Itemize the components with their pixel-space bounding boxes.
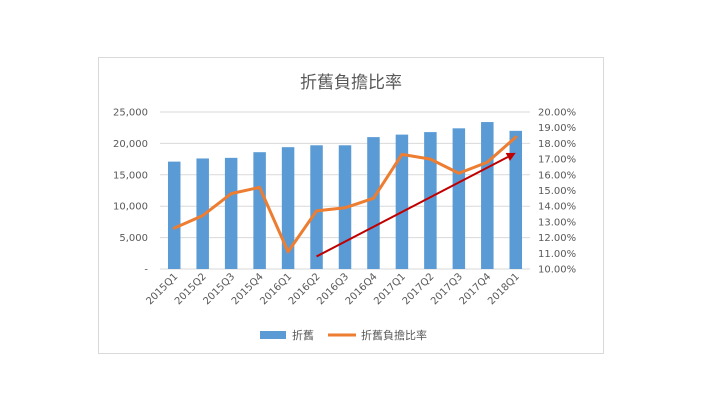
line-series xyxy=(172,135,518,254)
bar xyxy=(310,145,323,269)
right-axis-ticks: 10.00% 11.00% 12.00% 13.00% 14.00% 15.00% 16.0… xyxy=(538,108,576,276)
legend-label-line: 折舊負擔比率 xyxy=(361,328,427,342)
left-tick-label: - xyxy=(144,265,148,276)
left-tick-label: 10,000 xyxy=(113,202,148,213)
bar xyxy=(424,132,437,269)
trend-arrow xyxy=(316,152,516,258)
bar xyxy=(281,147,295,269)
left-tick-label: 5,000 xyxy=(119,233,148,244)
right-tick-label: 10.00% xyxy=(538,265,576,276)
trend-arrow-head xyxy=(505,152,516,161)
right-tick-label: 16.00% xyxy=(538,170,576,181)
legend-swatch-bar xyxy=(260,331,286,339)
x-tick-label: 2018Q1 xyxy=(486,271,522,307)
bar-series xyxy=(167,122,523,269)
right-tick-label: 11.00% xyxy=(538,249,576,260)
left-tick-label: 25,000 xyxy=(113,108,148,119)
right-tick-label: 18.00% xyxy=(538,139,576,150)
left-tick-label: 20,000 xyxy=(113,139,148,150)
legend-label-bar: 折舊 xyxy=(292,328,314,342)
bar xyxy=(509,130,523,269)
right-tick-label: 15.00% xyxy=(538,186,576,197)
right-tick-label: 17.00% xyxy=(538,155,576,166)
right-tick-label: 19.00% xyxy=(538,123,576,134)
bar xyxy=(167,161,181,269)
right-tick-label: 13.00% xyxy=(538,217,576,228)
series-line xyxy=(172,135,518,254)
bar xyxy=(395,134,409,269)
left-tick-label: 15,000 xyxy=(113,170,148,181)
gridlines xyxy=(160,111,530,270)
legend: 折舊 折舊負擔比率 xyxy=(260,328,427,342)
right-tick-label: 20.00% xyxy=(538,108,576,119)
trend-arrow-shaft xyxy=(316,156,509,258)
x-axis-ticks: 2015Q12015Q22015Q32015Q42016Q12016Q22016… xyxy=(145,271,522,307)
left-axis-ticks: - 5,000 10,000 15,000 20,000 25,000 xyxy=(113,108,148,276)
chart-title: 折舊負擔比率 xyxy=(300,73,402,93)
right-tick-label: 12.00% xyxy=(538,233,576,244)
bar xyxy=(367,137,380,269)
bar xyxy=(481,122,494,269)
bar xyxy=(452,128,466,269)
bar xyxy=(253,152,266,269)
right-tick-label: 14.00% xyxy=(538,202,576,213)
bar xyxy=(224,157,238,269)
